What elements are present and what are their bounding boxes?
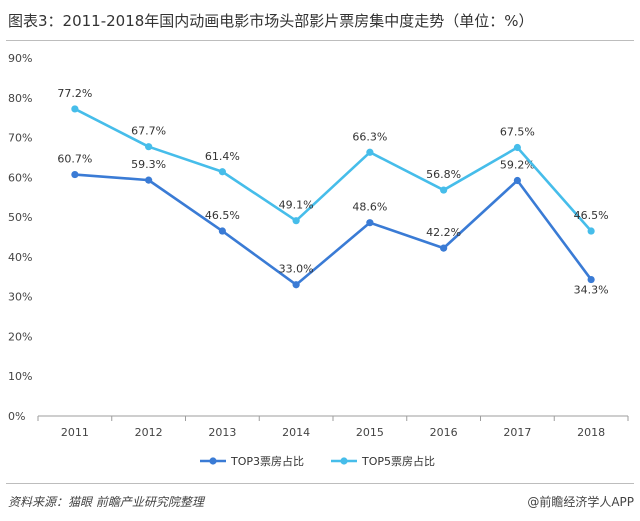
data-point-top3: [440, 244, 448, 252]
data-point-top3: [218, 227, 226, 235]
x-tick-label: 2013: [208, 426, 236, 439]
data-label-top5: 49.1%: [279, 199, 314, 212]
data-label-top5: 77.2%: [57, 87, 92, 100]
data-label-top3: 42.2%: [426, 226, 461, 239]
data-label-top3: 48.6%: [352, 201, 387, 214]
series-line-top5: [74, 107, 593, 232]
data-point-top5: [71, 105, 79, 113]
data-label-top5: 67.5%: [500, 126, 535, 139]
data-point-top5: [587, 227, 595, 235]
legend-label-top5: TOP5票房占比: [361, 454, 435, 468]
data-point-top5: [440, 186, 448, 194]
title-divider: [6, 40, 634, 41]
data-point-top5: [292, 217, 300, 225]
brand-credit: @前瞻经济学人APP: [527, 495, 634, 509]
y-tick-label: 50%: [8, 211, 32, 224]
data-point-top3: [292, 281, 300, 289]
legend-marker-top3: [209, 457, 217, 465]
y-tick-label: 10%: [8, 370, 32, 383]
data-point-top3: [145, 176, 153, 184]
data-label-top3: 59.2%: [500, 159, 535, 172]
y-tick-label: 60%: [8, 171, 32, 184]
data-label-top3: 33.0%: [279, 263, 314, 276]
data-label-top3: 34.3%: [574, 284, 609, 297]
data-label-top3: 59.3%: [131, 158, 166, 171]
data-point-top3: [366, 219, 374, 227]
data-label-top5: 46.5%: [574, 209, 609, 222]
data-label-top5: 66.3%: [352, 130, 387, 143]
x-tick-label: 2011: [61, 426, 89, 439]
data-point-top5: [366, 148, 374, 156]
footer-divider: [6, 483, 634, 484]
y-tick-label: 80%: [8, 92, 32, 105]
chart-title: 图表3：2011-2018年国内动画电影市场头部影片票房集中度走势（单位：%）: [8, 12, 534, 30]
y-tick-label: 20%: [8, 330, 32, 343]
x-tick-label: 2014: [282, 426, 310, 439]
y-tick-label: 70%: [8, 132, 32, 145]
data-point-top5: [145, 143, 153, 151]
data-label-top5: 61.4%: [205, 150, 240, 163]
data-label-top3: 60.7%: [57, 153, 92, 166]
data-point-top3: [71, 170, 79, 179]
legend-marker-top5: [340, 457, 348, 465]
y-tick-label: 30%: [8, 291, 32, 304]
y-tick-label: 0%: [8, 410, 25, 423]
source-note: 资料来源：猫眼 前瞻产业研究院整理: [8, 495, 204, 509]
x-tick-label: 2015: [356, 426, 384, 439]
data-point-top5: [218, 168, 226, 176]
x-tick-label: 2016: [430, 426, 458, 439]
y-tick-label: 40%: [8, 251, 32, 264]
data-point-top3: [513, 176, 521, 185]
line-chart: 0% 10% 20% 30% 40% 50% 60% 70% 80% 90% 2011 2012 201…: [8, 52, 629, 468]
data-point-top5: [513, 143, 521, 152]
legend-label-top3: TOP3票房占比: [230, 454, 304, 468]
data-label-top3: 46.5%: [205, 209, 240, 222]
data-label-top5: 56.8%: [426, 168, 461, 181]
data-point-top3: [587, 275, 595, 284]
x-tick-label: 2018: [577, 426, 605, 439]
x-tick-label: 2017: [503, 426, 531, 439]
x-tick-label: 2012: [135, 426, 163, 439]
series-line-top3: [74, 173, 593, 287]
data-label-top5: 67.7%: [131, 125, 166, 138]
y-tick-label: 90%: [8, 52, 32, 65]
